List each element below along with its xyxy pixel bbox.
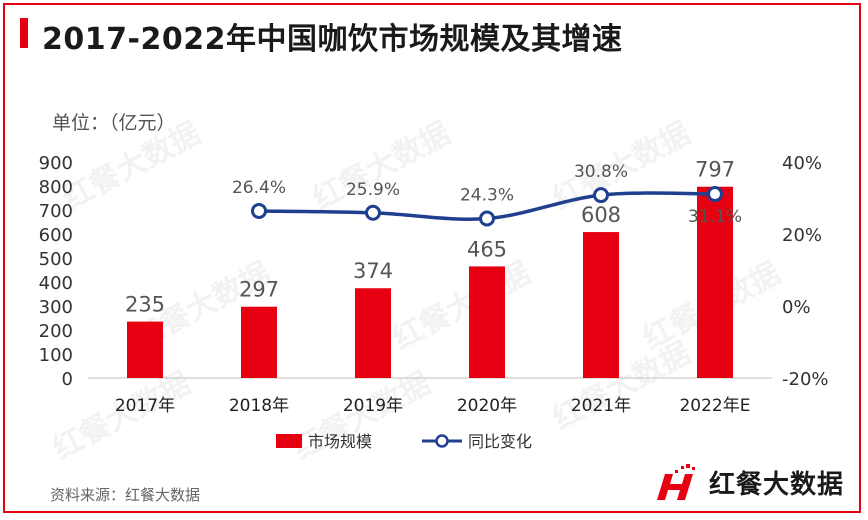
legend-line-marker — [435, 434, 449, 448]
bar-1 — [241, 306, 277, 378]
y-right-tick-label: 20% — [782, 225, 822, 246]
y-left-tick-label: 100 — [39, 345, 73, 366]
brand-logo-block: 红餐大数据 — [655, 462, 844, 502]
growth-point-3 — [479, 210, 495, 227]
y-left-tick-label: 700 — [39, 201, 73, 222]
brand-name: 红餐大数据 — [708, 469, 844, 500]
growth-value-label: 30.8% — [574, 162, 628, 182]
brand-h-logo-icon — [656, 464, 695, 500]
bar-2 — [355, 288, 391, 378]
x-tick-label: 2020年 — [457, 396, 517, 416]
growth-point-2 — [365, 204, 381, 221]
unit-label: 单位：（亿元） — [52, 112, 176, 134]
growth-value-label: 31.1% — [688, 207, 742, 227]
y-left-tick-label: 600 — [39, 225, 73, 246]
bar-5 — [697, 186, 733, 378]
y-right-tick-label: -20% — [782, 369, 829, 390]
growth-value-label: 26.4% — [232, 178, 286, 198]
bar-value-label: 465 — [467, 237, 507, 261]
x-tick-label: 2022年E — [679, 396, 750, 416]
y-right-tick-label: 40% — [782, 153, 822, 174]
watermark-text-1: 红餐大数据 — [307, 116, 456, 217]
source-note: 资料来源：红餐大数据 — [50, 486, 201, 504]
y-right-tick-label: 0% — [782, 297, 811, 318]
x-tick-label: 2017年 — [115, 396, 175, 416]
legend-bar-label: 市场规模 — [308, 432, 372, 451]
bar-value-label: 374 — [353, 259, 393, 283]
x-tick-label: 2019年 — [343, 396, 403, 416]
watermark-text-4: 红餐大数据 — [387, 256, 536, 357]
bar-value-label: 797 — [695, 158, 735, 182]
chart-title: 2017-2022年中国咖饮市场规模及其增速 — [42, 22, 623, 57]
bar-value-label: 608 — [581, 203, 621, 227]
y-left-tick-label: 900 — [39, 153, 73, 174]
legend-bar-swatch — [276, 434, 302, 448]
y-left-tick-label: 200 — [39, 321, 73, 342]
y-left-tick-label: 300 — [39, 297, 73, 318]
bar-0 — [127, 321, 163, 378]
x-tick-label: 2018年 — [229, 396, 289, 416]
y-left-tick-label: 500 — [39, 249, 73, 270]
legend-line-label: 同比变化 — [468, 432, 532, 451]
bar-3 — [469, 266, 505, 378]
y-left-tick-label: 800 — [39, 177, 73, 198]
x-tick-label: 2021年 — [571, 396, 631, 416]
growth-point-4 — [593, 187, 609, 204]
growth-point-1 — [251, 202, 267, 219]
growth-value-label: 24.3% — [460, 186, 514, 206]
y-left-tick-label: 400 — [39, 273, 73, 294]
title-accent-bar — [20, 18, 28, 48]
bar-value-label: 297 — [239, 278, 279, 302]
growth-point-5 — [707, 186, 723, 203]
watermark-text-7: 红餐大数据 — [287, 366, 436, 467]
watermark-text-0: 红餐大数据 — [57, 116, 206, 217]
watermark-text-8: 红餐大数据 — [547, 336, 696, 437]
bar-4 — [583, 232, 619, 378]
y-left-tick-label: 0 — [62, 369, 73, 390]
bar-value-label: 235 — [125, 293, 165, 317]
growth-value-label: 25.9% — [346, 180, 400, 200]
